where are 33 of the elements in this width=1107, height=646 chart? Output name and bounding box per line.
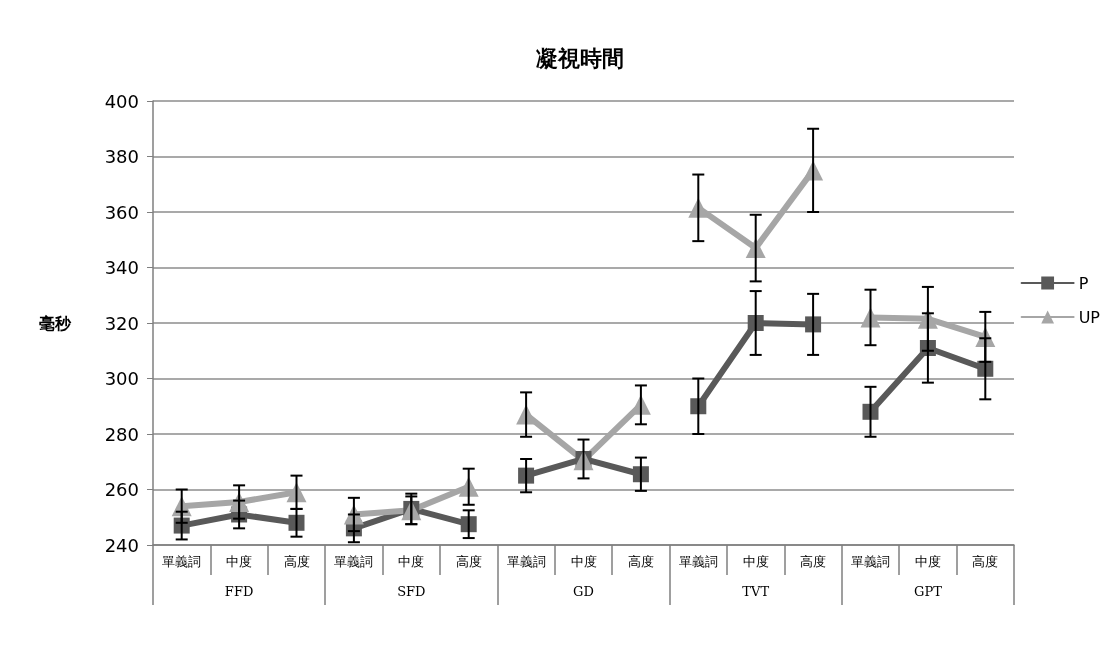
y-tick-label: 320 — [104, 312, 139, 334]
text: SFD — [397, 584, 426, 599]
x-tick-label: 高度 — [972, 554, 999, 569]
legend-label: P — [1078, 273, 1089, 293]
text: FFD — [224, 584, 254, 599]
x-tick-label: 單義詞 — [851, 554, 890, 569]
chart-title: 凝視時間 — [536, 45, 624, 71]
x-tick-label: 高度 — [800, 554, 827, 569]
x-tick-label: 高度 — [627, 554, 654, 569]
x-tick-label: 高度 — [455, 554, 482, 569]
y-tick-label: 240 — [104, 534, 139, 556]
text: TVT — [742, 584, 770, 599]
x-tick-label: 單義詞 — [334, 554, 374, 569]
x-tick-label: 中度 — [914, 554, 941, 569]
y-tick-label: 360 — [104, 201, 139, 223]
y-axis-title: 毫秒 — [39, 313, 72, 333]
x-tick-label: 單義詞 — [506, 554, 546, 569]
x-tick-label: 單義詞 — [678, 554, 718, 569]
y-tick-label: 340 — [104, 257, 139, 278]
legend-label: UP — [1078, 307, 1101, 327]
x-tick-label: 高度 — [283, 554, 310, 569]
x-tick-label: 中度 — [226, 554, 253, 569]
text: GD — [573, 584, 594, 599]
x-tick-label: 中度 — [742, 554, 769, 569]
y-tick-label: 300 — [104, 368, 139, 389]
y-tick-label: 280 — [104, 423, 139, 445]
x-tick-label: 中度 — [570, 554, 597, 569]
y-tick-label: 380 — [104, 146, 139, 167]
y-tick-label: 400 — [104, 90, 139, 112]
y-tick-label: 260 — [104, 479, 139, 500]
text: GPT — [913, 584, 943, 599]
x-tick-label: 中度 — [398, 554, 425, 569]
x-tick-label: 單義詞 — [162, 554, 202, 569]
